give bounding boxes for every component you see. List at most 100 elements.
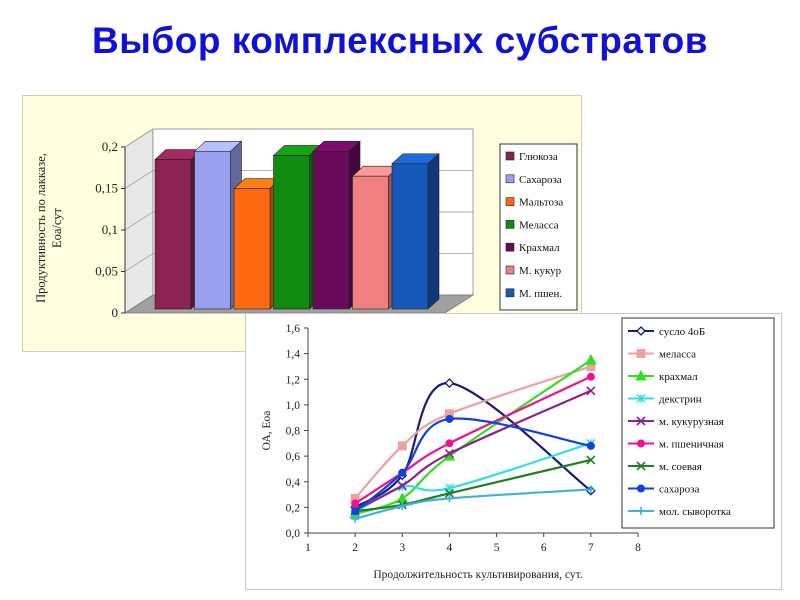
line-chart-panel: 0,0 0,2 0,4 0,6 0,8 1,0 1,2 1,4 1,6 1 2 3 4 5 6 7 8 Продо… (245, 313, 782, 590)
gridline (124, 128, 473, 148)
series-path (354, 359, 592, 515)
series-path (354, 381, 592, 509)
y-tick-label: 0,2 (102, 139, 118, 154)
slide-title: Выбор комплексных субстратов (92, 20, 708, 61)
series-line (351, 414, 595, 516)
y-tick-label: 0,15 (95, 181, 118, 196)
data-point (636, 349, 646, 358)
data-point (444, 378, 455, 389)
legend-entry: меласса (628, 349, 696, 361)
y-tick-label: 0 (112, 305, 119, 320)
legend-swatch (505, 288, 515, 298)
x-tick-label: 4 (447, 542, 453, 554)
y-tick-label: 1,6 (286, 323, 301, 335)
legend-swatch (505, 220, 515, 229)
y-tick-label: 1,0 (286, 400, 301, 412)
x-tick-label: 3 (399, 542, 405, 554)
data-point (445, 439, 454, 448)
series-path (354, 389, 592, 511)
series-path (354, 365, 592, 500)
y-tick-label: 0,05 (95, 264, 118, 279)
y-axis-label: Продуктивность по лакказе, Еоа/сут (34, 153, 64, 303)
data-point (351, 499, 360, 508)
data-point (398, 468, 407, 477)
legend-label: Мальтоза (519, 197, 563, 209)
data-point (637, 439, 645, 448)
legend-label: м. пшеничная (659, 439, 724, 451)
legend-label: декстрин (659, 394, 702, 406)
bar-front (233, 188, 271, 310)
y-tick-label: 1,2 (286, 374, 301, 386)
series-path (354, 417, 592, 513)
bar-chart-panel: 0 0,05 0,1 0,15 0,2 Продуктивность по лакказе… (22, 95, 582, 352)
x-tick-label: 8 (635, 542, 641, 554)
data-point (636, 393, 646, 404)
x-tick-label: 1 (305, 542, 311, 554)
series-path (354, 488, 591, 520)
y-tick-label: 0,4 (286, 477, 301, 489)
data-point (586, 485, 595, 494)
data-point (444, 488, 454, 498)
data-point (397, 481, 407, 491)
data-point (398, 502, 407, 511)
data-point (445, 414, 454, 423)
bar-front (352, 175, 389, 310)
data-point (351, 507, 360, 516)
data-point (586, 372, 595, 381)
x-tick-label: 6 (541, 542, 547, 554)
legend-entry: декстрин (628, 394, 702, 406)
legend-entry: сахароза (628, 484, 699, 496)
series-line (351, 485, 595, 523)
bar-side (427, 153, 440, 310)
data-point (636, 416, 646, 426)
y-tick-label: 0,1 (102, 222, 118, 237)
y-axis-label-line: Продуктивность по лакказе, (34, 153, 48, 303)
legend-label: М. кукур (519, 265, 562, 277)
data-point (635, 369, 647, 381)
bar-front (194, 150, 231, 310)
legend-swatch (505, 174, 515, 184)
legend-swatch (505, 197, 515, 206)
data-point (397, 441, 407, 451)
y-tick-label: 0,6 (286, 451, 301, 463)
legend-swatch (505, 151, 515, 161)
data-point (444, 448, 454, 459)
bar (391, 153, 440, 310)
legend-label: Сахароза (519, 174, 562, 186)
legend-entry: м. пшеничная (628, 439, 724, 451)
data-point (637, 484, 645, 493)
bar-front (154, 159, 192, 310)
data-point (351, 514, 360, 523)
x-tick-label: 5 (494, 542, 500, 554)
legend-label: м. соевая (659, 461, 702, 473)
data-point (636, 326, 646, 336)
legend-label: Меласса (519, 219, 559, 231)
legend-entry: м. соевая (628, 461, 702, 473)
legend-label: крахмал (659, 371, 698, 383)
legend-entry: сусло 4оБ (628, 326, 705, 338)
legend-swatch (505, 242, 515, 252)
data-point (445, 494, 454, 503)
data-point (585, 354, 597, 365)
x-axis-label: Продолжительность культивирования, сут. (373, 569, 582, 581)
bar-front (312, 150, 350, 310)
legend-entry: крахмал (628, 369, 698, 383)
series-path (354, 458, 592, 513)
legend-label: м. кукурузная (659, 416, 724, 428)
y-tick-label: 1,4 (286, 349, 301, 361)
y-axis-label-line: Еоа/сут (50, 207, 64, 248)
bar (193, 140, 243, 310)
line-chart: 0,0 0,2 0,4 0,6 0,8 1,0 1,2 1,4 1,6 1 2 3 4 5 6 7 8 Продо… (261, 317, 775, 581)
legend-label: сусло 4оБ (659, 326, 705, 338)
bar-chart: 0 0,05 0,1 0,15 0,2 Продуктивность по лакказе… (34, 128, 578, 320)
x-tick-label: 2 (352, 542, 358, 554)
data-point (636, 461, 646, 471)
y-tick-label: 0,2 (286, 502, 301, 514)
legend-label: сахароза (659, 484, 699, 496)
data-point (586, 441, 595, 450)
bar-front (391, 163, 429, 310)
legend-label: мол. сыворотка (659, 506, 731, 518)
series-path (354, 375, 592, 505)
legend-label: М. пшен. (519, 288, 562, 300)
bar-front (273, 155, 310, 310)
